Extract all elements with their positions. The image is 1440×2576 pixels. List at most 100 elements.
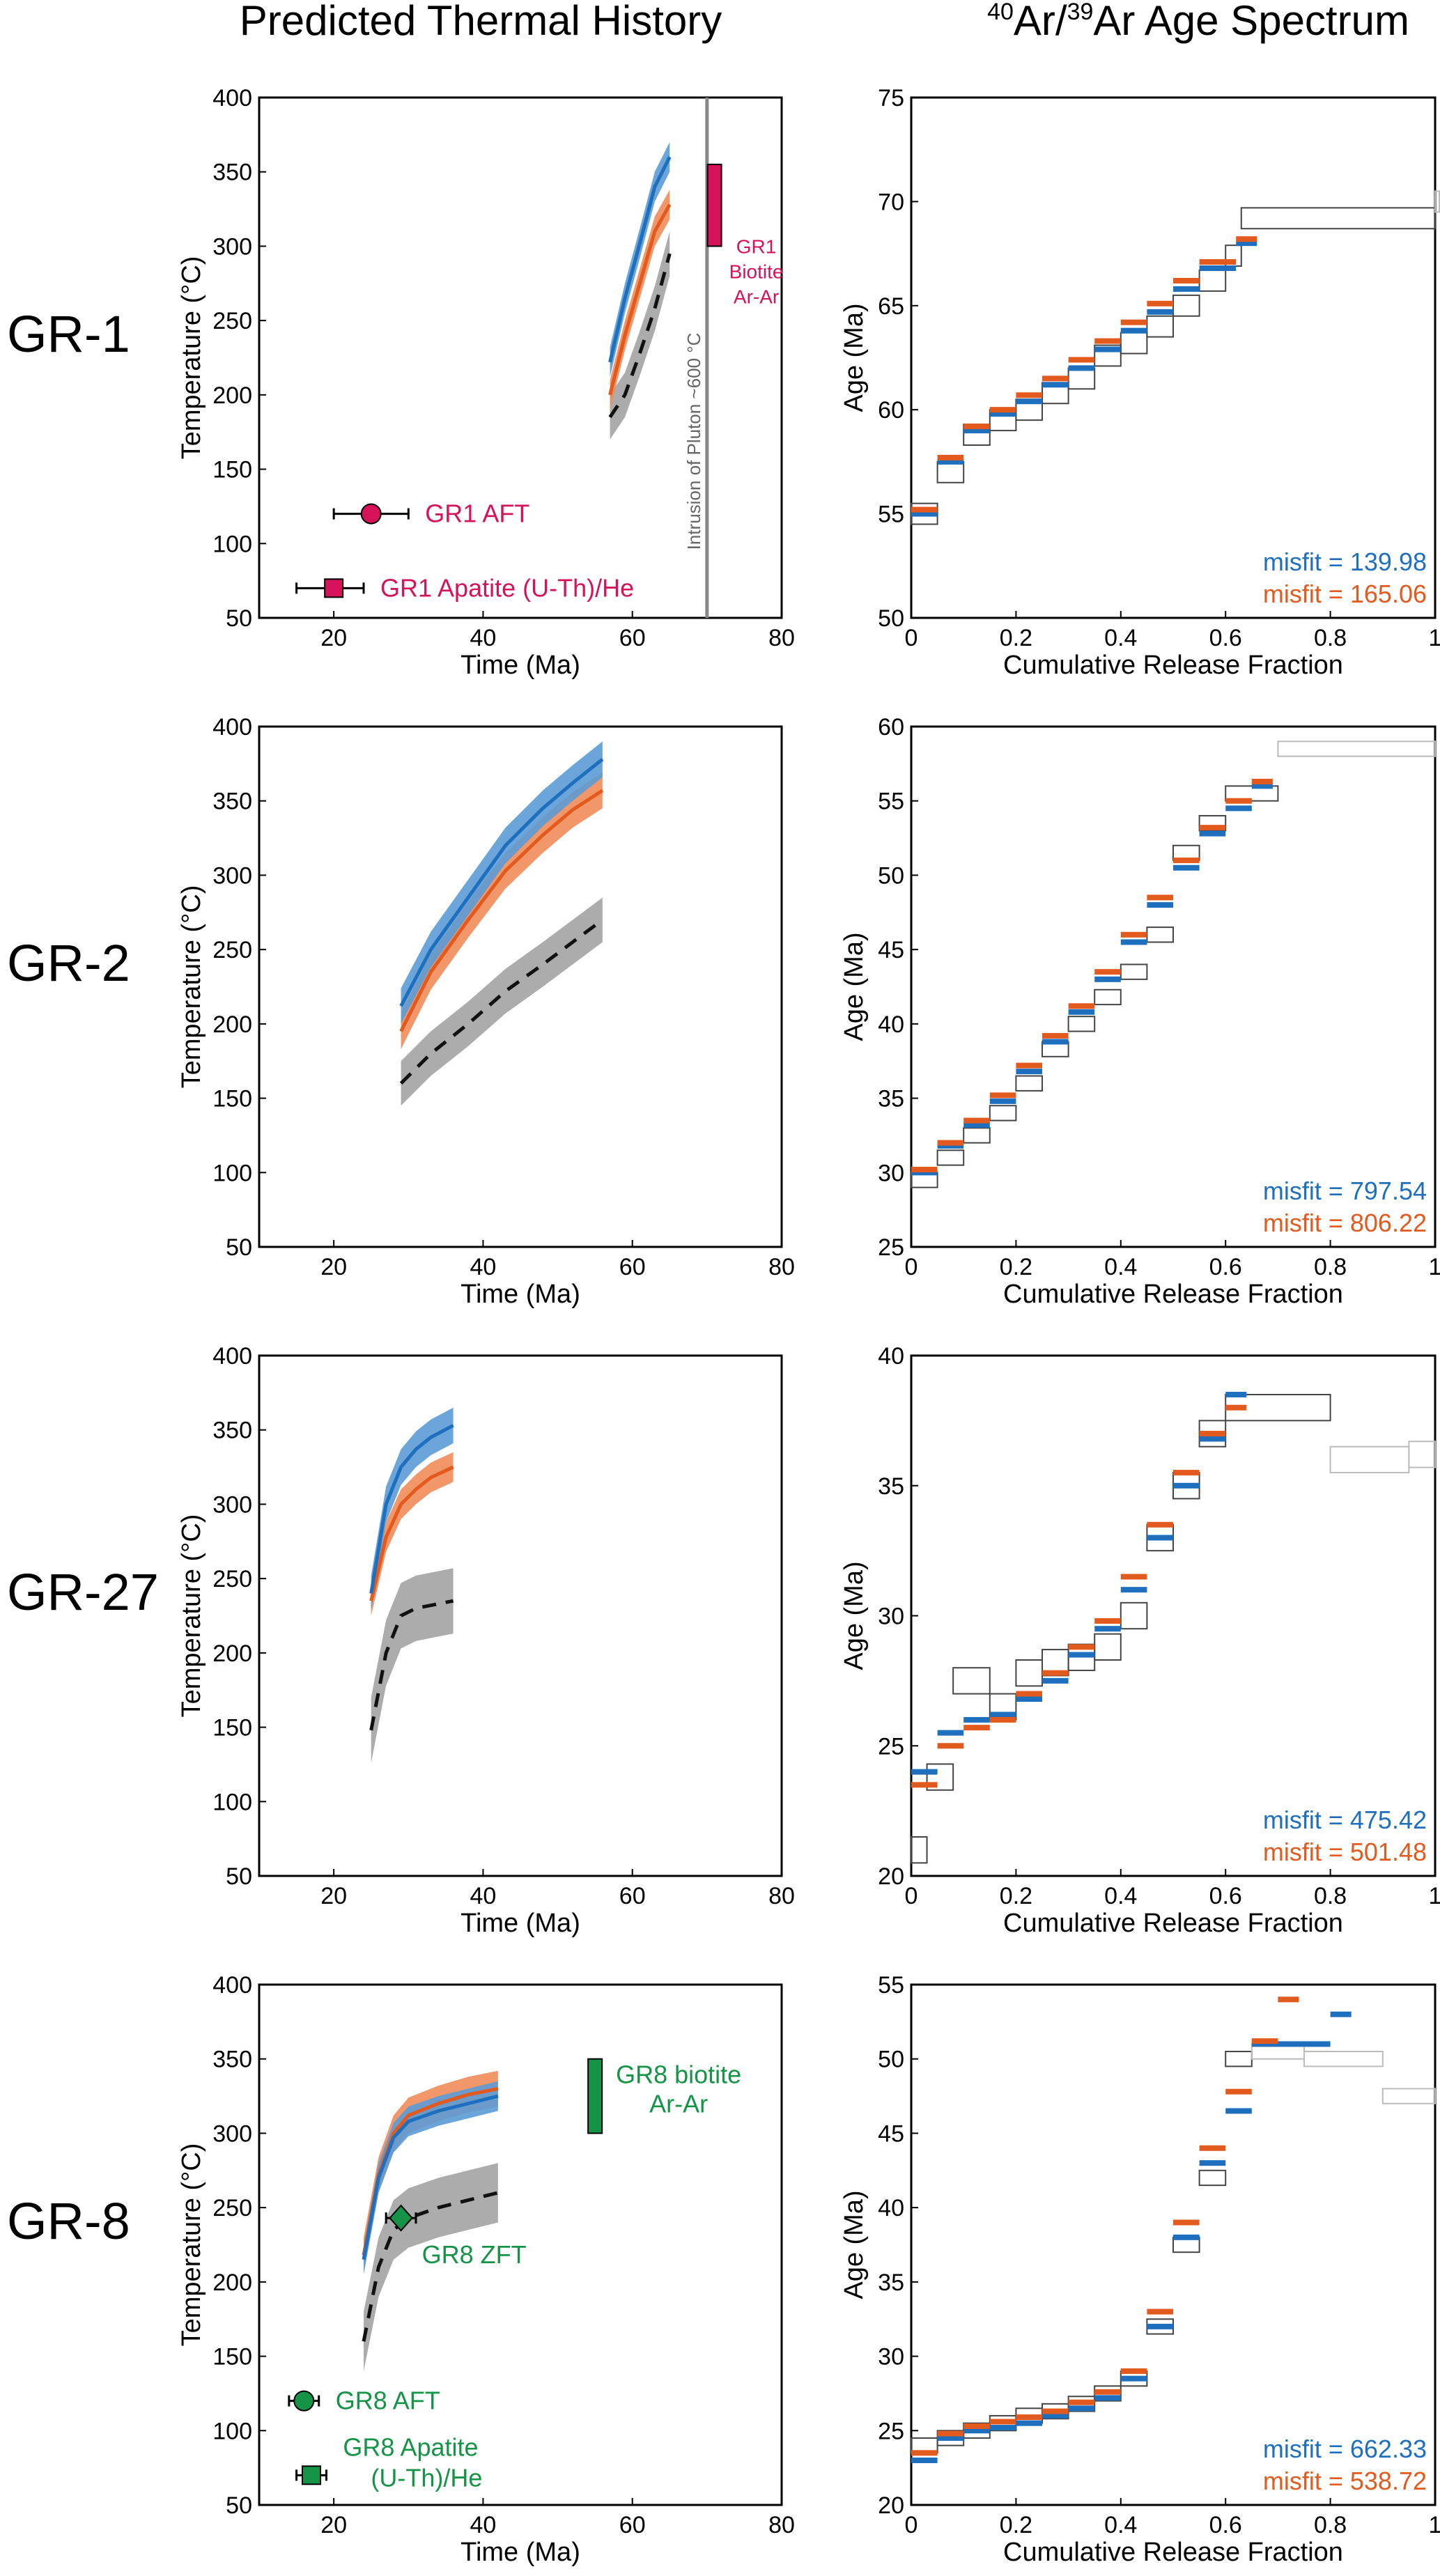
y-tick-label: 200: [212, 2269, 252, 2296]
constraint-label: GR8 ZFT: [422, 2240, 527, 2269]
model-blue-step: [911, 1170, 938, 1176]
model-orange-step: [1236, 236, 1257, 242]
model-blue-step: [963, 428, 990, 434]
y-axis-label: Age (Ma): [839, 2190, 869, 2299]
model-blue-step: [1236, 240, 1257, 247]
model-orange-step: [989, 1716, 1016, 1723]
observed-age-step: [1240, 207, 1436, 230]
y-tick-label: 150: [212, 2344, 252, 2371]
y-axis-label: Temperature (°C): [177, 256, 206, 460]
y-tick-label: 20: [878, 1863, 904, 1890]
x-tick-label: 0.4: [1104, 1883, 1137, 1909]
x-tick-label: 0.6: [1209, 1254, 1242, 1280]
age-spectrum-title: 40Ar/39Ar Age Spectrum: [987, 0, 1409, 44]
y-tick-label: 50: [226, 605, 252, 632]
model-orange-step: [1199, 2145, 1226, 2151]
model-blue-step: [1120, 939, 1147, 945]
model-blue-step: [1094, 2395, 1121, 2401]
y-axis-label: Age (Ma): [839, 1561, 869, 1670]
observed-age-step: [936, 1149, 965, 1166]
black-uncertainty-band: [401, 897, 603, 1106]
observed-age-step: [911, 1836, 928, 1864]
model-blue-step: [1094, 1626, 1121, 1632]
model-blue-step: [937, 2435, 964, 2441]
model-orange-step: [1042, 1032, 1069, 1039]
y-tick-label: 30: [878, 1604, 904, 1630]
thermal-plot-frame: [258, 1983, 783, 2506]
x-tick-label: 0: [905, 625, 918, 651]
y-tick-label: 55: [878, 1972, 904, 1999]
constraint-square-marker: [324, 578, 344, 598]
model-orange-step: [1147, 300, 1173, 307]
y-tick-label: 350: [212, 789, 252, 815]
x-tick-label: 0.8: [1314, 2512, 1347, 2538]
y-tick-label: 300: [212, 1491, 252, 1518]
model-orange-step: [1120, 931, 1147, 938]
model-orange-step: [911, 2450, 938, 2456]
y-tick-label: 400: [212, 1972, 252, 1999]
y-tick-label: 300: [212, 862, 252, 889]
x-tick-label: 0.8: [1314, 1254, 1347, 1280]
row-label: GR-2: [7, 934, 130, 992]
blue-path-line: [369, 1424, 454, 1594]
constraint-diamond-marker: [389, 2204, 413, 2232]
constraint-label-line: GR1: [736, 235, 777, 257]
misfit-orange-label: misfit = 538.72: [1263, 2467, 1427, 2495]
y-tick-label: 75: [878, 85, 904, 111]
y-tick-label: 40: [878, 2195, 904, 2221]
y-tick-label: 70: [878, 189, 904, 215]
x-tick-label: 60: [619, 625, 646, 651]
model-blue-step: [1330, 2011, 1352, 2017]
model-orange-step: [1225, 2088, 1252, 2095]
y-tick-label: 150: [212, 457, 252, 483]
thermal-panel: 20 40 60 80 50 100 150 200 250 300 350 400 Time (Ma)…: [177, 714, 795, 1309]
model-blue-step: [1042, 1039, 1069, 1045]
title-ar-end: Ar Age Spectrum: [1093, 0, 1409, 44]
observed-age-step: [1094, 344, 1122, 367]
blue-path-line: [608, 156, 672, 363]
y-tick-label: 200: [212, 1011, 252, 1038]
title-ar-mid: Ar/: [1014, 0, 1067, 44]
model-blue-step: [1016, 398, 1042, 405]
y-axis-label: Temperature (°C): [177, 2143, 206, 2347]
observed-age-step: [926, 1763, 954, 1791]
model-blue-step: [989, 1712, 1016, 1718]
y-tick-label: 150: [212, 1086, 252, 1112]
observed-age-step: [1434, 190, 1440, 213]
spectrum-panel: 0 0.2 0.4 0.6 0.8 1 25 30 35 40 45 50 55 60 Cumulative…: [839, 714, 1440, 1309]
model-orange-step: [911, 1167, 938, 1173]
model-orange-step: [1094, 969, 1121, 975]
observed-age-step: [1120, 1601, 1148, 1630]
x-tick-label: 40: [470, 2512, 497, 2538]
observed-age-step: [1381, 2088, 1437, 2104]
misfit-blue-label: misfit = 797.54: [1263, 1177, 1427, 1205]
y-tick-label: 300: [212, 233, 252, 260]
y-tick-label: 50: [878, 605, 904, 632]
x-axis-label: Cumulative Release Fraction: [1003, 2538, 1343, 2567]
observed-age-step: [963, 1127, 991, 1144]
black-path-line: [369, 1599, 454, 1731]
constraint-ar-ar-bar: GR8 Apatite(U-Th)/He: [295, 2433, 482, 2492]
observed-age-step: [1094, 988, 1122, 1006]
model-blue-step: [1120, 1587, 1147, 1593]
constraint-gr8-aft: GR8 AFT: [288, 2387, 440, 2415]
x-tick-label: 0.6: [1209, 625, 1242, 651]
model-orange-step: [963, 2423, 990, 2429]
x-tick-label: 80: [768, 625, 795, 651]
model-blue-step: [1173, 2234, 1200, 2240]
title-sup-40: 40: [987, 0, 1014, 25]
y-tick-label: 100: [212, 531, 252, 557]
model-orange-step: [911, 506, 938, 513]
y-tick-label: 400: [212, 1343, 252, 1370]
model-blue-step: [937, 1730, 964, 1736]
y-tick-label: 200: [212, 1640, 252, 1667]
thermal-history-title: Predicted Thermal History: [240, 0, 722, 44]
y-axis-label: Temperature (°C): [177, 1514, 206, 1718]
model-blue-step: [1199, 2160, 1226, 2166]
constraint-label: GR8 AFT: [336, 2387, 440, 2415]
model-blue-step: [1068, 1009, 1095, 1015]
y-tick-label: 50: [878, 2047, 904, 2073]
x-tick-label: 0.4: [1104, 1254, 1137, 1280]
model-blue-step: [1173, 864, 1200, 871]
